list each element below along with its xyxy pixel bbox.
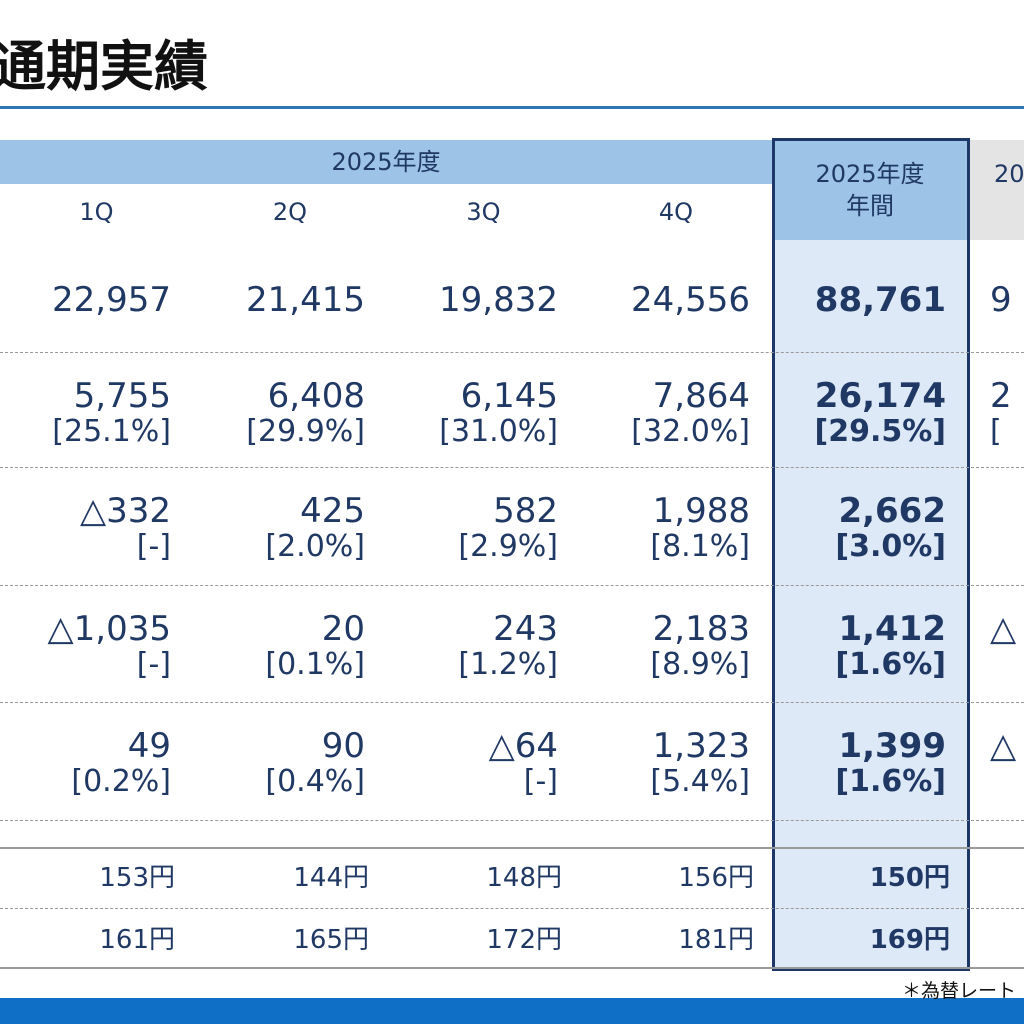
cell-value: 582 [493,491,558,531]
header-group-cell [0,140,772,184]
cell-percent: [0.1%] [265,647,365,682]
footer-bar [0,998,1024,1024]
annual-frame [772,138,970,971]
cell-percent: [1.6%] [835,647,946,682]
col-divider [387,184,389,240]
cell-percent: [-] [136,529,171,564]
cell-value: 1,412 [838,609,946,649]
rate-value: 165円 [293,925,369,955]
annual-highlight [772,240,968,968]
cell-value: 21,415 [246,280,365,320]
title: 通期実績 [0,35,208,98]
footnote: ＊為替レート [902,980,1017,1002]
row-divider [0,908,1024,909]
cell-percent: [-] [523,764,558,799]
cell-value: 1,988 [652,491,750,531]
cell-percent: [29.5%] [814,414,947,449]
row-divider [0,585,1024,586]
row-divider [0,352,1024,353]
cell-value: 5,755 [73,376,171,416]
cell-value: 24,556 [631,280,750,320]
cell-percent: [32.0%] [631,414,750,449]
title-rule [0,106,1024,109]
cell-value: 90 [321,726,365,766]
rate-value: 161円 [99,925,175,955]
cell-value: 26,174 [814,376,946,416]
cell-percent: [2.0%] [265,529,365,564]
header-group: 2025年度 [331,148,441,176]
cell-percent: [1.6%] [835,764,946,799]
cell-percent: [8.9%] [650,647,750,682]
cell-value: 6,145 [460,376,558,416]
cell-value: 1,399 [838,726,946,766]
cell-value: 425 [300,491,365,531]
rate-value: 150円 [869,863,950,893]
header-annual: 2025年度 [815,160,925,188]
cell-next: 9 [990,280,1012,320]
cell-next: 2 [990,376,1012,416]
header-next: 20 [994,160,1024,188]
cell-value: 7,864 [652,376,750,416]
cell-next: [ [990,414,1002,449]
cell-next: △ [990,726,1017,766]
col-divider [580,184,582,240]
header-annual-cell [772,140,968,240]
rate-value: 153円 [99,863,175,893]
cell-percent: [0.2%] [71,764,171,799]
cell-value: 49 [127,726,171,766]
rate-value: 156円 [678,863,754,893]
cell-value: 20 [321,609,365,649]
cell-value: 19,832 [439,280,558,320]
header-quarter: 1Q [79,198,114,226]
rate-value: 169円 [869,925,950,955]
cell-value: 88,761 [814,280,946,320]
cell-percent: [29.9%] [246,414,365,449]
cell-percent: [0.4%] [265,764,365,799]
header-quarter: 3Q [466,198,501,226]
cell-percent: [31.0%] [439,414,558,449]
rate-value: 148円 [486,863,562,893]
cell-value: 1,323 [652,726,750,766]
rate-value: 181円 [678,925,754,955]
cell-next: △ [990,609,1017,649]
col-divider [193,184,195,240]
rate-value: 144円 [293,863,369,893]
cell-percent: [8.1%] [650,529,750,564]
row-divider [0,702,1024,703]
header-quarter: 2Q [272,198,308,226]
table-bottom [0,967,1024,969]
rate-value: 172円 [486,925,562,955]
cell-percent: [-] [136,647,171,682]
cell-value: △332 [79,491,171,531]
row-divider [0,467,1024,468]
cell-value: △64 [488,726,558,766]
header-divider [0,184,772,186]
cell-value: 6,408 [267,376,365,416]
cell-value: 22,957 [52,280,171,320]
cell-value: △1,035 [47,609,171,649]
row-divider [0,820,1024,821]
cell-value: 243 [493,609,558,649]
header-quarter: 4Q [658,198,694,226]
header-annual: 年間 [846,192,894,220]
cell-percent: [1.2%] [458,647,558,682]
cell-percent: [2.9%] [458,529,558,564]
cell-percent: [5.4%] [650,764,750,799]
header-next-cell [968,140,1024,240]
cell-value: 2,662 [838,491,946,531]
section-rule [0,847,1024,849]
cell-percent: [3.0%] [835,529,946,564]
cell-percent: [25.1%] [52,414,171,449]
cell-value: 2,183 [652,609,750,649]
